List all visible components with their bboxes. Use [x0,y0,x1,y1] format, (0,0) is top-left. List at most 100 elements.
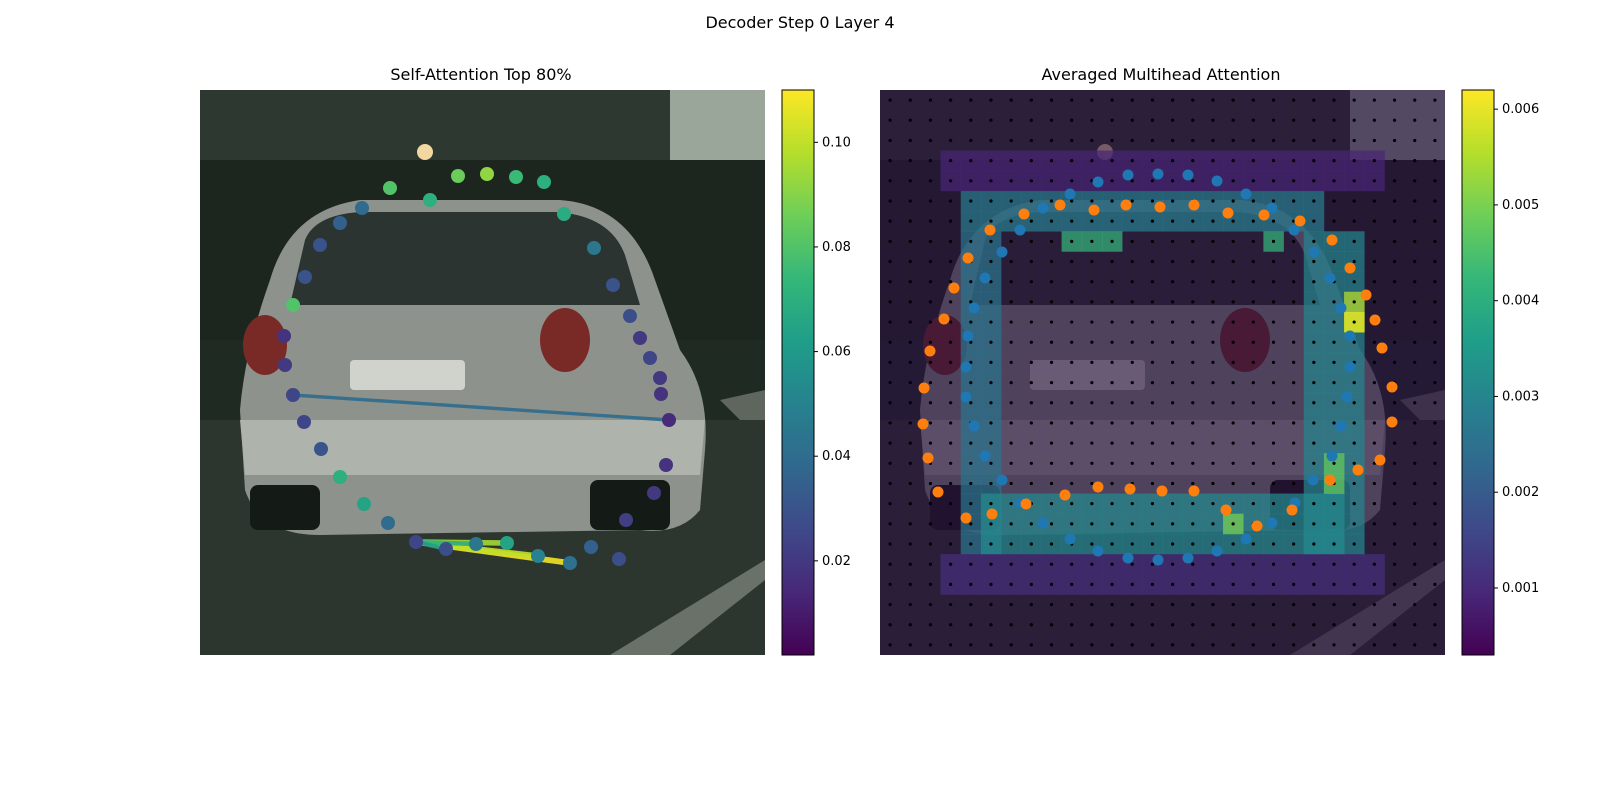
grid-dot [1211,421,1215,425]
grid-dot [1009,219,1013,223]
grid-dot [1271,138,1276,143]
grid-dot [1170,522,1175,526]
grid-dot [1110,280,1114,284]
grid-dot [1251,259,1255,264]
grid-dot [1150,159,1155,163]
grid-dot [1312,280,1316,284]
grid-dot [1372,582,1376,586]
grid-dot [969,118,973,122]
grid-dot [1332,219,1336,223]
grid-dot [1070,280,1074,284]
grid-dot [989,360,993,365]
series-orange-point [918,382,930,394]
grid-dot [1332,138,1336,143]
attention-point [653,371,667,385]
grid-dot [1170,421,1175,425]
grid-dot [1009,380,1013,385]
grid-dot [1070,320,1074,324]
grid-dot [1009,461,1013,465]
grid-dot [1150,401,1155,405]
license-plate [350,360,465,390]
grid-dot [1433,643,1437,647]
series-orange-point [1018,208,1030,220]
grid-dot [1312,300,1316,304]
grid-dot [1130,562,1134,566]
grid-dot [1150,380,1155,385]
grid-dot [949,340,953,344]
grid-dot [1191,380,1195,385]
grid-dot [1049,522,1054,526]
grid-dot [1372,98,1376,102]
grid-dot [1433,623,1437,627]
grid-dot [1231,179,1235,183]
series-orange-point [1222,207,1234,219]
grid-dot [1413,360,1417,365]
grid-dot [1110,219,1114,223]
grid-dot [1292,602,1296,607]
attention-point [537,175,551,189]
grid-dot [1049,179,1054,183]
grid-dot [1372,239,1376,243]
grid-dot [1271,562,1276,566]
grid-dot [1433,360,1437,365]
grid-dot [928,159,933,163]
grid-dot [1150,259,1155,264]
grid-dot [1352,481,1356,486]
grid-dot [1170,179,1175,183]
grid-dot [1150,461,1155,465]
grid-dot [1413,481,1417,486]
grid-dot [1130,300,1134,304]
grid-dot [989,179,993,183]
grid-dot [908,502,912,506]
grid-dot [1251,542,1255,546]
grid-dot [1251,138,1255,143]
grid-dot [1312,582,1316,586]
grid-dot [1332,643,1336,647]
grid-dot [1271,582,1276,586]
grid-dot [1292,280,1296,284]
grid-dot [1352,259,1356,264]
grid-dot [928,623,933,627]
grid-dot [1070,259,1074,264]
grid-dot [888,602,892,607]
attention-point [531,549,545,563]
grid-dot [969,199,973,203]
grid-dot [1271,643,1276,647]
grid-dot [1150,643,1155,647]
attention-point [557,207,571,221]
grid-dot [969,280,973,284]
grid-dot [1413,199,1417,203]
attention-point [298,270,312,284]
grid-dot [989,320,993,324]
grid-dot [989,481,993,486]
grid-dot [1231,502,1235,506]
grid-dot [908,280,912,284]
grid-dot [1372,643,1376,647]
grid-dot [1352,542,1356,546]
grid-dot [1413,401,1417,405]
attention-point [563,556,577,570]
grid-dot [1211,219,1215,223]
grid-dot [1009,340,1013,344]
grid-dot [1392,259,1397,264]
grid-dot [1211,340,1215,344]
grid-dot [1009,138,1013,143]
grid-dot [1049,259,1054,264]
grid-dot [969,300,973,304]
grid-dot [908,582,912,586]
grid-dot [1332,602,1336,607]
grid-dot [1029,623,1033,627]
grid-dot [1332,98,1336,102]
grid-dot [949,401,953,405]
grid-dot [1231,199,1235,203]
grid-dot [1413,259,1417,264]
grid-dot [1090,159,1094,163]
grid-dot [1211,542,1215,546]
grid-dot [1150,421,1155,425]
grid-dot [969,380,973,385]
grid-dot [908,562,912,566]
grid-dot [1009,542,1013,546]
grid-dot [1352,380,1356,385]
grid-dot [1251,98,1255,102]
left-panel-title: Self-Attention Top 80% [390,65,571,84]
